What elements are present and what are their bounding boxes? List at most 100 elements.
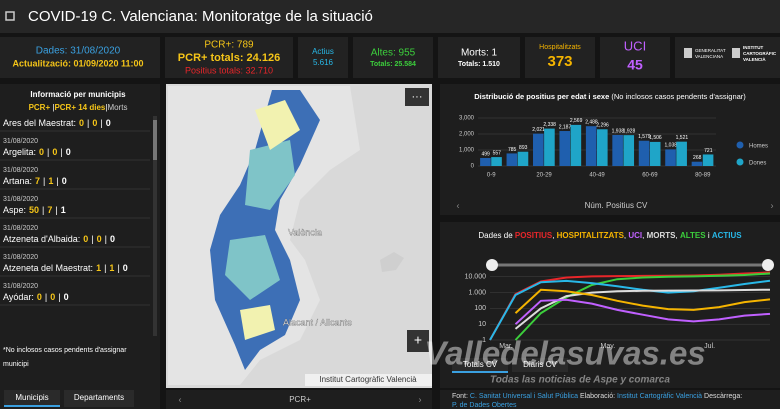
tile bbox=[438, 37, 520, 78]
app-icon bbox=[5, 11, 15, 21]
x-axis-label: Núm. Positius CV bbox=[585, 201, 648, 210]
bar bbox=[649, 141, 661, 166]
data-label: 1,938 bbox=[612, 128, 625, 134]
y-tick-label: 100 bbox=[474, 305, 486, 312]
footer-part: Font: bbox=[452, 393, 470, 400]
zoom-button[interactable] bbox=[407, 330, 429, 352]
item: Atzeneta d'Albaida: 0 | 0 | 0 bbox=[3, 234, 115, 244]
item-value: 0 bbox=[83, 234, 88, 244]
bar bbox=[691, 161, 703, 166]
tab-button[interactable] bbox=[512, 358, 568, 372]
data-label: 2,187 bbox=[559, 124, 572, 130]
bar bbox=[517, 151, 529, 166]
header-bar bbox=[0, 0, 780, 33]
legend-label: Dones bbox=[749, 161, 766, 167]
tab-indicator bbox=[452, 371, 508, 373]
tile bbox=[525, 37, 595, 78]
separator: | bbox=[104, 263, 106, 273]
title-part: , bbox=[676, 231, 680, 240]
y-tick-label: 1,000 bbox=[459, 148, 475, 154]
item-value: 0 bbox=[62, 176, 67, 186]
note: municipi bbox=[3, 361, 29, 368]
tile-text: Actualització: 01/09/2020 11:00 bbox=[12, 58, 143, 68]
chart-title: Distribució de positius per edat i sexe … bbox=[474, 92, 746, 101]
bar bbox=[585, 126, 597, 166]
tile-text: Totals: 1.510 bbox=[458, 61, 500, 68]
item-date: 31/08/2020 bbox=[3, 167, 38, 174]
tab[interactable]: PCR+ 14 dies bbox=[54, 103, 105, 112]
title-part: i bbox=[706, 231, 712, 240]
prev[interactable]: ‹ bbox=[457, 200, 460, 210]
footer-part: C. Sanitat Universal i Salut Pública bbox=[470, 393, 578, 400]
logo-text: VALENCIÀ bbox=[743, 56, 766, 62]
slider-handle[interactable] bbox=[762, 259, 774, 271]
item-name: Atzeneta del Maestrat: bbox=[3, 263, 93, 273]
bar bbox=[533, 133, 544, 166]
item-value: 1 bbox=[61, 205, 66, 215]
tab-label[interactable]: Totals CV bbox=[463, 360, 498, 369]
tile bbox=[353, 37, 433, 78]
tile-text: 5.616 bbox=[313, 58, 334, 67]
tab[interactable]: PCR+ bbox=[29, 103, 51, 112]
item-value: 1 bbox=[109, 263, 114, 273]
tile-text: Actius bbox=[312, 47, 334, 56]
slider-handle[interactable] bbox=[486, 259, 498, 271]
y-tick-label: 10.000 bbox=[465, 274, 487, 281]
x-tick-label: 80-89 bbox=[695, 173, 711, 179]
tab-indicator bbox=[4, 405, 60, 407]
tile bbox=[298, 37, 348, 78]
tile-text: 45 bbox=[627, 57, 643, 73]
bar bbox=[612, 134, 623, 166]
title-part: Dades de bbox=[478, 231, 514, 240]
watermark: Valledelasuvas.es bbox=[424, 335, 705, 372]
data-label: 557 bbox=[493, 150, 502, 156]
tab-label[interactable]: Diaris CV bbox=[523, 360, 557, 369]
tab-button[interactable] bbox=[452, 358, 508, 372]
tab[interactable]: Morts bbox=[107, 103, 127, 112]
y-tick-label: 1.000 bbox=[468, 289, 486, 296]
item-date: 31/08/2020 bbox=[3, 138, 38, 145]
footer-part: P. de Dades Obertes bbox=[452, 402, 517, 409]
separator: | bbox=[47, 147, 49, 157]
title-part: MORTS bbox=[647, 231, 677, 240]
tile bbox=[165, 37, 293, 78]
item-name: Ares del Maestrat: bbox=[3, 118, 76, 128]
item-value: 1 bbox=[48, 176, 53, 186]
scroll-thumb[interactable] bbox=[153, 120, 157, 160]
tab-label[interactable]: Municipis bbox=[15, 393, 48, 402]
tiles: Dades: 31/08/2020 Actualització: 01/09/2… bbox=[0, 37, 780, 78]
series-line bbox=[514, 298, 771, 325]
item: Ares del Maestrat: 0 | 0 | 0 bbox=[3, 118, 111, 128]
next[interactable]: › bbox=[419, 394, 422, 404]
next[interactable]: › bbox=[771, 200, 774, 210]
logo-text: GENERALITAT bbox=[695, 48, 726, 53]
footer-part: Descàrrega: bbox=[702, 393, 742, 400]
footer-line: Font: C. Sanitat Universal i Salut Públi… bbox=[452, 393, 742, 400]
tab-button[interactable] bbox=[64, 390, 134, 407]
separator: | bbox=[105, 103, 107, 112]
item-value: 0 bbox=[37, 292, 42, 302]
x-tick-label: Mar. bbox=[499, 343, 513, 350]
separator: | bbox=[42, 205, 44, 215]
data-label: 785 bbox=[508, 147, 517, 153]
tab-line: PCR+ |PCR+ 14 dies|Morts bbox=[29, 103, 128, 112]
title: Distribució de positius per edat i sexe bbox=[474, 92, 609, 101]
more-icon[interactable]: ··· bbox=[412, 91, 423, 103]
tab-button[interactable] bbox=[4, 390, 60, 407]
panel-title: Informació per municipis bbox=[30, 90, 126, 99]
y-tick-label: 10 bbox=[478, 321, 486, 328]
x-tick-label: 0-9 bbox=[487, 173, 496, 179]
bar bbox=[676, 141, 687, 166]
bar bbox=[623, 135, 635, 166]
scrollbar[interactable] bbox=[153, 116, 157, 336]
zoom-icon[interactable]: + bbox=[414, 332, 422, 348]
tab-label[interactable]: Departaments bbox=[74, 393, 124, 402]
prev[interactable]: ‹ bbox=[179, 394, 182, 404]
data-label: 1,521 bbox=[676, 135, 689, 141]
data-label: 721 bbox=[704, 148, 713, 154]
more-button[interactable] bbox=[405, 88, 429, 106]
logo-text: CARTOGRÀFIC bbox=[743, 50, 777, 56]
item: Atzeneta del Maestrat: 1 | 1 | 0 bbox=[3, 263, 128, 273]
